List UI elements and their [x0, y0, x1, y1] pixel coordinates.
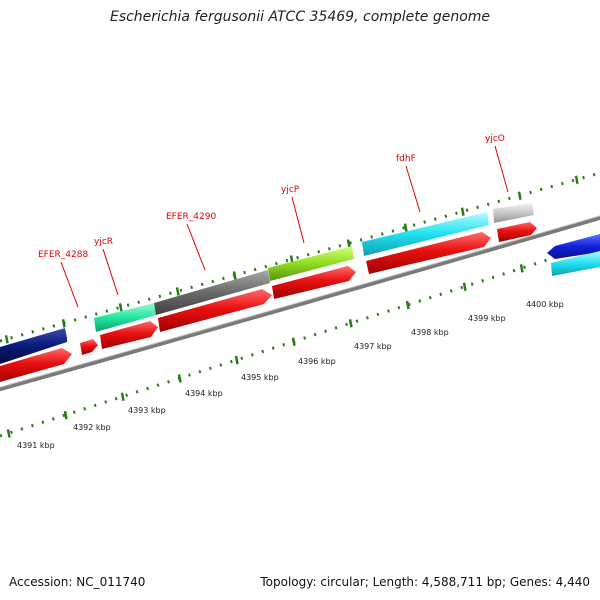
genome-summary-label: Topology: circular; Length: 4,588,711 bp… [260, 575, 590, 589]
genome-title: Escherichia fergusonii ATCC 35469, compl… [109, 9, 491, 25]
gene-labels: EFER_4288 yjcR EFER_4290 yjcP fdhF yjcO [38, 134, 505, 260]
inner-major-tick [348, 319, 353, 328]
inner-major-tick [6, 429, 11, 438]
gene-leader-line [405, 165, 421, 213]
navy-feature-left [0, 328, 67, 364]
gene-leader-line [60, 261, 79, 308]
outer-major-tick [175, 287, 180, 296]
scale-tick-label: 4397 kbp [354, 342, 392, 351]
inner-major-tick [120, 392, 125, 401]
gene-leader-line [494, 145, 509, 193]
dna-backbone [0, 215, 600, 392]
inner-major-tick [234, 355, 239, 365]
outer-major-tick [517, 191, 522, 200]
gene-label: yjcP [281, 185, 300, 195]
outer-major-tick [4, 335, 9, 344]
blue-feature-right [547, 234, 600, 259]
inner-tick-track [0, 241, 600, 438]
scale-tick-label: 4394 kbp [185, 389, 223, 398]
gene-label: yjcR [94, 237, 113, 247]
scale-tick-label: 4398 kbp [411, 328, 449, 337]
lightgray-feature-yjcO [493, 203, 534, 223]
inner-major-tick [63, 410, 68, 420]
scale-tick-label: 4395 kbp [241, 373, 279, 382]
accession-label: Accession: NC_011740 [9, 575, 146, 589]
outer-major-tick [574, 175, 579, 184]
cds-arrow-small [80, 339, 98, 355]
scale-tick-label: 4391 kbp [17, 441, 55, 450]
cds-arrow-yjcO [497, 222, 537, 242]
lime-feature-yjcP [268, 246, 354, 281]
gene-label: fdhF [396, 154, 416, 164]
scale-tick-label: 4396 kbp [298, 357, 336, 366]
outer-tick-track [0, 171, 600, 344]
scale-tick-label: 4393 kbp [128, 406, 166, 415]
gene-leader-line [102, 248, 119, 296]
outer-major-tick [232, 271, 237, 280]
gene-label: EFER_4290 [166, 212, 216, 222]
outer-major-tick [61, 319, 66, 328]
gene-leader-line [291, 196, 305, 244]
cds-arrow-left [0, 348, 72, 382]
gene-label: EFER_4288 [38, 250, 88, 260]
cyan-feature-fdhF [362, 212, 489, 256]
gene-label-leaders [60, 145, 509, 308]
backbone-highlight [0, 215, 600, 388]
cds-arrow-yjcP [272, 266, 356, 299]
gray-feature-EFER_4290 [154, 270, 270, 315]
scale-tick-label: 4400 kbp [526, 300, 564, 309]
outer-major-ticks [4, 175, 579, 344]
mint-feature-yjcR [94, 303, 156, 332]
inner-major-tick [291, 337, 296, 346]
forward-features-track [0, 203, 600, 364]
scale-tick-labels: 4391 kbp 4392 kbp 4393 kbp 4394 kbp 4395 kbp… [17, 300, 564, 450]
gene-leader-line [186, 223, 206, 271]
scale-tick-label: 4399 kbp [468, 314, 506, 323]
cds-track [0, 222, 600, 382]
inner-major-tick [177, 374, 182, 383]
outer-major-tick [460, 207, 465, 216]
outer-major-tick [118, 303, 123, 312]
outer-major-tick [346, 239, 351, 248]
cds-arrow-yjcR [100, 321, 158, 349]
inner-major-tick [405, 300, 410, 310]
inner-major-tick [462, 282, 467, 291]
cds-arrow-EFER_4290 [158, 289, 272, 332]
inner-major-ticks [6, 264, 524, 438]
gene-label: yjcO [485, 134, 505, 144]
inner-major-tick [519, 264, 524, 273]
scale-tick-label: 4392 kbp [73, 423, 111, 432]
outer-major-tick [403, 223, 408, 232]
backbone-line [0, 215, 600, 392]
cds-arrow-fdhF [366, 232, 491, 274]
cyan-feature-right-lower [551, 251, 600, 276]
outer-tick-dotted-line [0, 171, 600, 343]
